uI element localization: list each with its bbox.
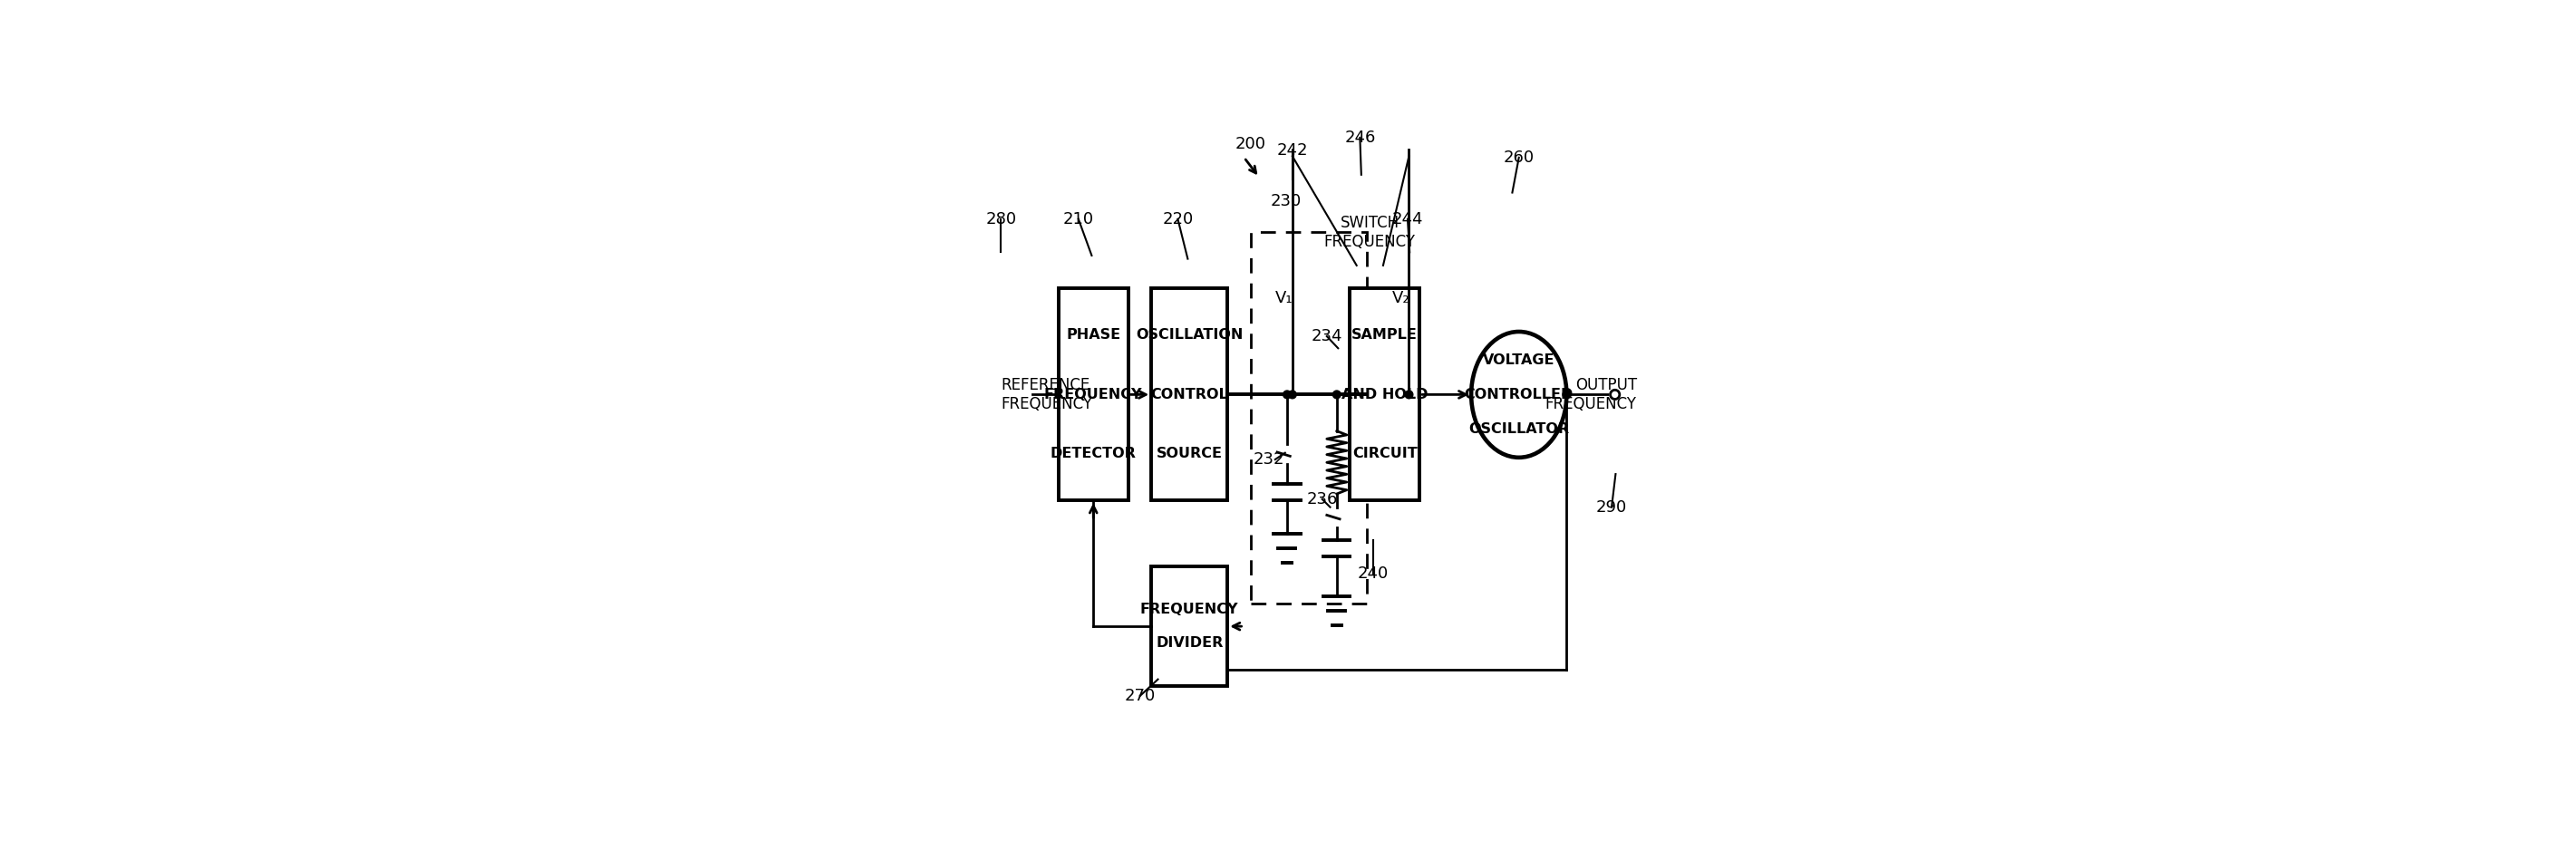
Circle shape [1332, 390, 1340, 398]
Text: CONTROLLED: CONTROLLED [1463, 388, 1574, 402]
Text: 242: 242 [1278, 143, 1309, 159]
Text: OSCILLATOR: OSCILLATOR [1468, 422, 1569, 436]
Text: 240: 240 [1358, 565, 1388, 581]
Text: PHASE: PHASE [1066, 329, 1121, 342]
Bar [1350, 289, 1419, 501]
Text: SWITCH
FREQUENCY: SWITCH FREQUENCY [1324, 215, 1417, 250]
Text: 246: 246 [1345, 130, 1376, 146]
Circle shape [1404, 390, 1412, 398]
Text: DIVIDER: DIVIDER [1157, 636, 1224, 650]
Text: 280: 280 [987, 211, 1018, 227]
Text: 290: 290 [1597, 499, 1628, 515]
Text: 200: 200 [1236, 136, 1265, 152]
Circle shape [1610, 390, 1620, 399]
Text: 236: 236 [1306, 491, 1337, 507]
Text: FREQUENCY: FREQUENCY [1043, 388, 1144, 402]
Circle shape [1283, 390, 1291, 398]
Text: OUTPUT
FREQUENCY: OUTPUT FREQUENCY [1546, 377, 1636, 412]
Text: V₁: V₁ [1275, 291, 1293, 307]
Text: FREQUENCY: FREQUENCY [1141, 603, 1239, 617]
Circle shape [1288, 390, 1296, 398]
Ellipse shape [1471, 332, 1566, 458]
Text: 220: 220 [1162, 211, 1193, 227]
Bar [1151, 289, 1229, 501]
Text: V₂: V₂ [1391, 291, 1409, 307]
Text: AND HOLD: AND HOLD [1342, 388, 1427, 402]
Text: 244: 244 [1391, 211, 1425, 227]
Text: SOURCE: SOURCE [1157, 447, 1224, 461]
Text: VOLTAGE: VOLTAGE [1484, 353, 1556, 366]
Bar [1252, 232, 1365, 603]
Text: CIRCUIT: CIRCUIT [1352, 447, 1417, 461]
Text: CONTROL: CONTROL [1151, 388, 1229, 402]
Circle shape [1564, 390, 1571, 398]
Bar [1059, 289, 1128, 501]
Text: 210: 210 [1064, 211, 1095, 227]
Text: DETECTOR: DETECTOR [1051, 447, 1136, 461]
Text: 270: 270 [1126, 688, 1157, 704]
Text: OSCILLATION: OSCILLATION [1136, 329, 1244, 342]
Text: SAMPLE: SAMPLE [1352, 329, 1417, 342]
Text: 232: 232 [1255, 452, 1285, 468]
Text: REFERENCE
FREQUENCY: REFERENCE FREQUENCY [1002, 377, 1092, 412]
Text: 230: 230 [1270, 193, 1301, 209]
Bar [1151, 567, 1229, 686]
Text: 234: 234 [1311, 329, 1342, 345]
Text: 260: 260 [1504, 150, 1535, 166]
